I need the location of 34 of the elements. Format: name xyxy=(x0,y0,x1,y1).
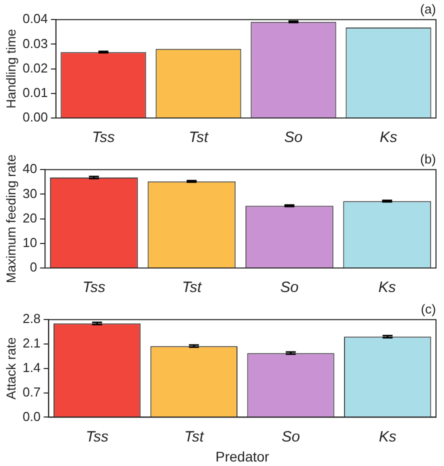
x-tick-label: Tst xyxy=(184,428,204,446)
x-axis-title: Predator xyxy=(215,448,270,464)
y-tick-label: 0.01 xyxy=(22,84,48,100)
chart-title: (a) xyxy=(420,1,436,16)
y-tick-label: 0.04 xyxy=(22,11,48,26)
y-axis-title: Maximum feeding rate xyxy=(3,154,18,284)
y-tick-label: 0.02 xyxy=(22,60,48,76)
y-tick-label: 0 xyxy=(30,260,38,275)
x-tick-label: Tss xyxy=(92,129,116,146)
y-tick-label: 0.7 xyxy=(22,384,41,400)
x-tick-label: Tst xyxy=(182,279,202,296)
x-tick-label: Ks xyxy=(378,279,396,296)
y-tick-label: 30 xyxy=(22,186,38,201)
x-tick-label: So xyxy=(284,129,303,146)
chart-title: (c) xyxy=(420,301,436,316)
y-axis-title: Attack rate xyxy=(3,337,18,400)
y-tick-label: 10 xyxy=(22,234,38,250)
x-tick-label: Tss xyxy=(82,279,106,296)
x-tick-label: Tss xyxy=(86,428,109,446)
y-tick-label: 0.0 xyxy=(22,408,41,424)
x-tick-label: Ks xyxy=(380,129,398,146)
x-tick-label: So xyxy=(282,428,300,446)
y-tick-label: 40 xyxy=(22,161,38,176)
y-tick-label: 1.4 xyxy=(22,360,41,375)
y-tick-label: 0.00 xyxy=(22,110,48,125)
x-tick-label: Ks xyxy=(378,428,397,446)
x-tick-label: Tst xyxy=(188,129,209,146)
y-tick-label: 2.1 xyxy=(22,336,41,351)
y-axis-title: Handling time xyxy=(3,29,18,109)
y-tick-label: 20 xyxy=(22,210,38,226)
chart-title: (b) xyxy=(420,151,436,166)
y-tick-label: 2.8 xyxy=(22,311,41,326)
x-tick-label: So xyxy=(280,279,299,296)
y-tick-label: 0.03 xyxy=(22,36,48,51)
